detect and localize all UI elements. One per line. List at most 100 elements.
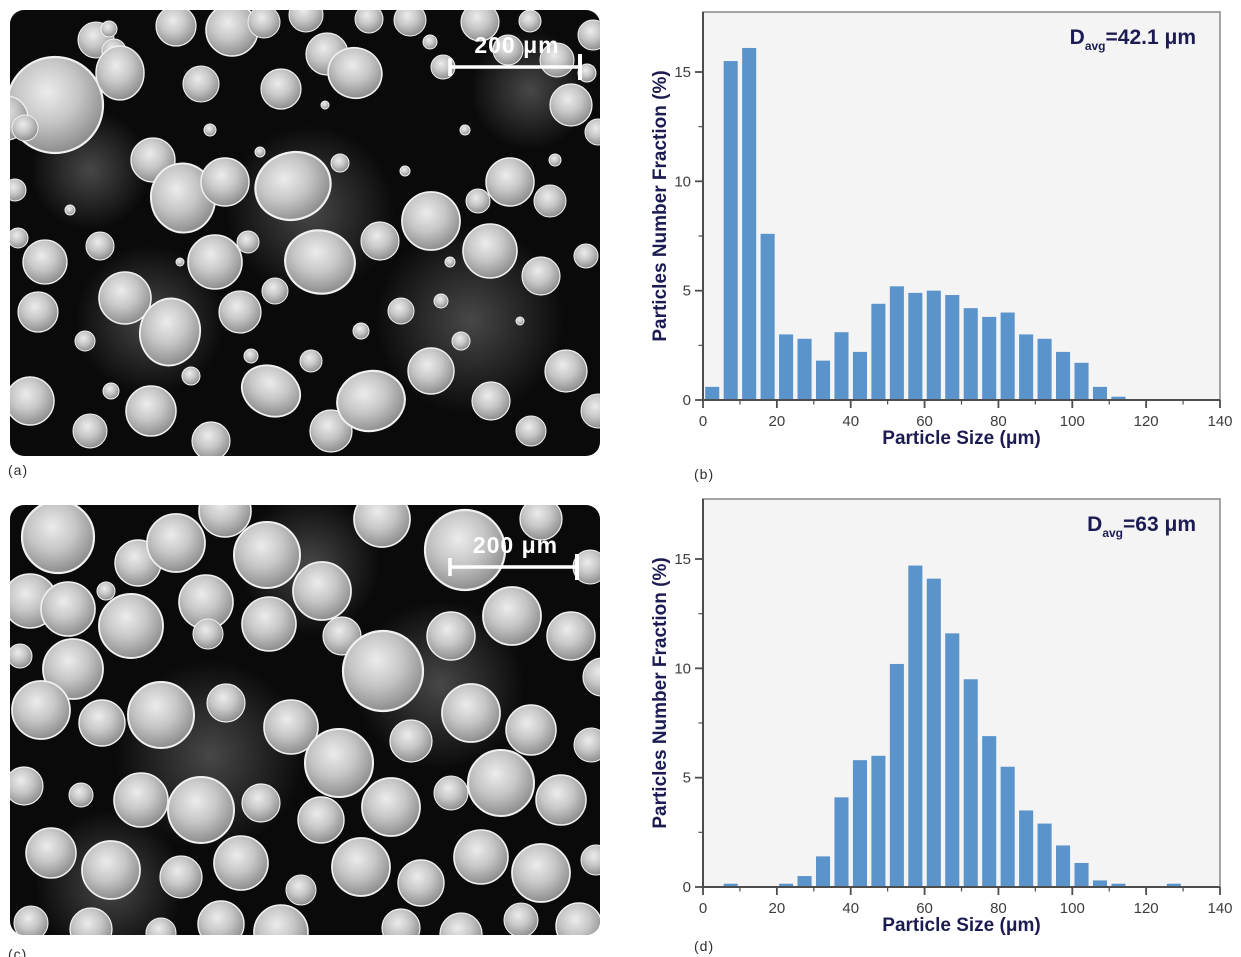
particle [465, 188, 491, 214]
svg-text:60: 60 [916, 900, 933, 917]
particle [573, 727, 600, 763]
particle [198, 505, 252, 538]
svg-text:0: 0 [683, 392, 691, 409]
particle [387, 297, 415, 325]
particle [426, 611, 476, 661]
bar [926, 578, 941, 887]
particle [10, 376, 55, 426]
particle [191, 421, 231, 456]
svg-text:20: 20 [769, 413, 786, 430]
bar [815, 360, 831, 400]
particle [441, 683, 501, 743]
bar [871, 303, 886, 400]
bar [1000, 312, 1015, 400]
scale-bar: 200 μm [448, 32, 582, 80]
bar [945, 633, 960, 887]
particle [113, 772, 169, 828]
bar [908, 565, 923, 887]
particle [352, 322, 370, 340]
particle [254, 150, 332, 222]
bar [852, 351, 867, 400]
x-axis-label: Particle Size (μm) [882, 915, 1040, 936]
davg-annotation: Davg=63 μm [1087, 513, 1196, 540]
bar [963, 308, 978, 400]
scale-bar-label: 200 μm [474, 32, 559, 58]
svg-text:40: 40 [842, 900, 859, 917]
bar [760, 233, 775, 400]
particle [11, 114, 39, 142]
particle [11, 680, 71, 740]
particle [471, 381, 511, 421]
particle [320, 100, 330, 110]
particle [155, 10, 197, 47]
svg-text:15: 15 [674, 551, 691, 568]
particle-size-histogram-d: 0 20 40 60 80 100 120 140 0 5 10 15 Particle Size (μ… [650, 498, 1233, 936]
particle [68, 782, 94, 808]
bar [852, 760, 867, 887]
particle [64, 204, 76, 216]
davg-annotation: Davg=42.1 μm [1070, 26, 1196, 53]
svg-text:140: 140 [1207, 413, 1232, 430]
svg-text:100: 100 [1060, 413, 1085, 430]
particle [341, 629, 425, 713]
particle [462, 223, 518, 279]
particle [353, 505, 411, 548]
particle [10, 178, 27, 202]
particle [444, 256, 456, 268]
bar [1092, 386, 1108, 400]
particle [330, 153, 350, 173]
particle [159, 855, 203, 899]
particle [503, 902, 539, 935]
y-axis-label: Particles Number Fraction (%) [650, 557, 671, 828]
bar [871, 755, 886, 887]
particle [309, 409, 353, 453]
particle [263, 699, 319, 755]
particle [519, 505, 563, 541]
particle [381, 908, 421, 935]
particle [42, 638, 104, 700]
particle [354, 10, 384, 34]
sem-image-a: 200 μm [10, 10, 600, 456]
particle [233, 521, 301, 589]
particle [187, 234, 243, 290]
particle [422, 34, 438, 50]
particle [582, 657, 600, 697]
svg-text:0: 0 [699, 413, 707, 430]
particle [548, 153, 562, 167]
bar [723, 61, 738, 401]
svg-text:10: 10 [674, 660, 691, 677]
particle [467, 749, 535, 817]
bar [945, 295, 960, 400]
particle [181, 366, 201, 386]
particle [213, 835, 269, 891]
bar [1074, 362, 1089, 400]
particle [577, 19, 600, 51]
bar [723, 883, 738, 887]
particle [533, 184, 567, 218]
particle [254, 146, 266, 158]
particle [25, 827, 77, 879]
particle [261, 277, 289, 305]
particle [549, 83, 593, 127]
particle [17, 291, 59, 333]
particle [243, 348, 259, 364]
particle [125, 385, 177, 437]
particle [10, 227, 29, 249]
bar [889, 663, 904, 887]
particle [439, 912, 483, 935]
y-axis-label: Particles Number Fraction (%) [650, 70, 671, 341]
particle [72, 413, 108, 449]
particle [399, 165, 411, 177]
particle [10, 643, 33, 669]
particle [453, 829, 509, 885]
svg-text:120: 120 [1134, 900, 1159, 917]
particle [580, 393, 600, 429]
svg-text:120: 120 [1134, 413, 1159, 430]
svg-text:80: 80 [990, 900, 1007, 917]
particle [40, 581, 96, 637]
particle [146, 513, 206, 573]
particle [401, 191, 461, 251]
particle [13, 905, 49, 935]
particle [138, 297, 202, 367]
svg-text:0: 0 [683, 879, 691, 896]
